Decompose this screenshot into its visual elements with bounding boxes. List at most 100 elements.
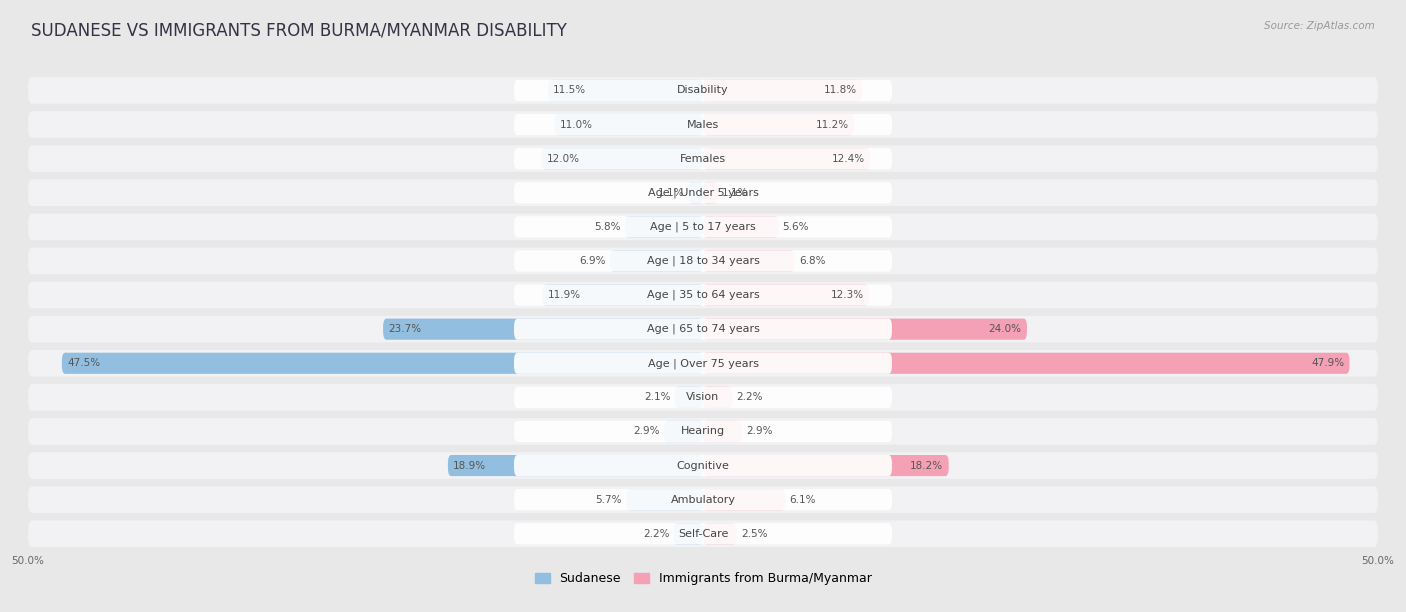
FancyBboxPatch shape — [28, 214, 1378, 240]
Text: 5.6%: 5.6% — [783, 222, 808, 232]
Text: Ambulatory: Ambulatory — [671, 494, 735, 505]
Text: 2.5%: 2.5% — [741, 529, 768, 539]
FancyBboxPatch shape — [688, 182, 703, 203]
FancyBboxPatch shape — [703, 353, 1350, 374]
FancyBboxPatch shape — [28, 350, 1378, 376]
Text: 2.2%: 2.2% — [643, 529, 669, 539]
FancyBboxPatch shape — [515, 216, 891, 237]
FancyBboxPatch shape — [624, 216, 703, 237]
FancyBboxPatch shape — [28, 77, 1378, 104]
FancyBboxPatch shape — [703, 114, 855, 135]
FancyBboxPatch shape — [703, 285, 869, 305]
Text: 1.1%: 1.1% — [721, 188, 748, 198]
Text: 5.8%: 5.8% — [595, 222, 620, 232]
FancyBboxPatch shape — [515, 285, 891, 305]
FancyBboxPatch shape — [673, 523, 703, 544]
FancyBboxPatch shape — [28, 248, 1378, 274]
FancyBboxPatch shape — [28, 487, 1378, 513]
Text: Age | Under 5 years: Age | Under 5 years — [648, 187, 758, 198]
FancyBboxPatch shape — [703, 216, 779, 237]
Text: Males: Males — [688, 119, 718, 130]
Text: 2.9%: 2.9% — [747, 427, 773, 436]
Legend: Sudanese, Immigrants from Burma/Myanmar: Sudanese, Immigrants from Burma/Myanmar — [534, 572, 872, 585]
Text: 12.4%: 12.4% — [832, 154, 865, 163]
Text: 5.7%: 5.7% — [596, 494, 621, 505]
FancyBboxPatch shape — [675, 387, 703, 408]
FancyBboxPatch shape — [449, 455, 703, 476]
Text: 6.9%: 6.9% — [579, 256, 606, 266]
FancyBboxPatch shape — [515, 421, 891, 442]
Text: SUDANESE VS IMMIGRANTS FROM BURMA/MYANMAR DISABILITY: SUDANESE VS IMMIGRANTS FROM BURMA/MYANMA… — [31, 21, 567, 39]
FancyBboxPatch shape — [515, 319, 891, 340]
FancyBboxPatch shape — [703, 421, 742, 442]
FancyBboxPatch shape — [703, 455, 949, 476]
FancyBboxPatch shape — [515, 489, 891, 510]
Text: 2.9%: 2.9% — [633, 427, 659, 436]
Text: 18.2%: 18.2% — [910, 461, 943, 471]
FancyBboxPatch shape — [382, 319, 703, 340]
Text: Age | 18 to 34 years: Age | 18 to 34 years — [647, 256, 759, 266]
Text: 47.9%: 47.9% — [1310, 358, 1344, 368]
Text: 1.1%: 1.1% — [658, 188, 685, 198]
FancyBboxPatch shape — [28, 111, 1378, 138]
FancyBboxPatch shape — [703, 148, 870, 170]
FancyBboxPatch shape — [664, 421, 703, 442]
FancyBboxPatch shape — [28, 179, 1378, 206]
FancyBboxPatch shape — [28, 452, 1378, 479]
Text: 18.9%: 18.9% — [453, 461, 486, 471]
FancyBboxPatch shape — [610, 250, 703, 272]
Text: 6.1%: 6.1% — [789, 494, 815, 505]
FancyBboxPatch shape — [62, 353, 703, 374]
FancyBboxPatch shape — [515, 182, 891, 203]
FancyBboxPatch shape — [515, 114, 891, 135]
FancyBboxPatch shape — [703, 80, 862, 101]
Text: 2.2%: 2.2% — [737, 392, 763, 402]
FancyBboxPatch shape — [515, 250, 891, 272]
FancyBboxPatch shape — [28, 384, 1378, 411]
FancyBboxPatch shape — [626, 489, 703, 510]
Text: 2.1%: 2.1% — [644, 392, 671, 402]
Text: Cognitive: Cognitive — [676, 461, 730, 471]
Text: Disability: Disability — [678, 86, 728, 95]
FancyBboxPatch shape — [515, 148, 891, 170]
Text: Vision: Vision — [686, 392, 720, 402]
FancyBboxPatch shape — [515, 523, 891, 544]
FancyBboxPatch shape — [28, 282, 1378, 308]
Text: Age | 35 to 64 years: Age | 35 to 64 years — [647, 290, 759, 300]
Text: Age | 65 to 74 years: Age | 65 to 74 years — [647, 324, 759, 334]
FancyBboxPatch shape — [515, 353, 891, 374]
FancyBboxPatch shape — [703, 523, 737, 544]
Text: Age | 5 to 17 years: Age | 5 to 17 years — [650, 222, 756, 232]
Text: 11.8%: 11.8% — [824, 86, 856, 95]
Text: 11.2%: 11.2% — [815, 119, 849, 130]
Text: 11.5%: 11.5% — [553, 86, 586, 95]
Text: 12.3%: 12.3% — [831, 290, 863, 300]
FancyBboxPatch shape — [515, 387, 891, 408]
FancyBboxPatch shape — [28, 520, 1378, 547]
FancyBboxPatch shape — [703, 319, 1026, 340]
Text: 23.7%: 23.7% — [388, 324, 422, 334]
Text: 11.0%: 11.0% — [560, 119, 593, 130]
FancyBboxPatch shape — [703, 182, 718, 203]
Text: 12.0%: 12.0% — [547, 154, 579, 163]
FancyBboxPatch shape — [703, 250, 794, 272]
FancyBboxPatch shape — [28, 146, 1378, 172]
FancyBboxPatch shape — [703, 489, 786, 510]
Text: Self-Care: Self-Care — [678, 529, 728, 539]
Text: 24.0%: 24.0% — [988, 324, 1022, 334]
FancyBboxPatch shape — [703, 387, 733, 408]
Text: 47.5%: 47.5% — [67, 358, 100, 368]
FancyBboxPatch shape — [515, 80, 891, 101]
Text: Source: ZipAtlas.com: Source: ZipAtlas.com — [1264, 21, 1375, 31]
FancyBboxPatch shape — [28, 418, 1378, 445]
FancyBboxPatch shape — [543, 285, 703, 305]
FancyBboxPatch shape — [548, 80, 703, 101]
FancyBboxPatch shape — [28, 316, 1378, 343]
FancyBboxPatch shape — [541, 148, 703, 170]
FancyBboxPatch shape — [515, 455, 891, 476]
Text: 6.8%: 6.8% — [799, 256, 825, 266]
FancyBboxPatch shape — [554, 114, 703, 135]
Text: 11.9%: 11.9% — [548, 290, 581, 300]
Text: Females: Females — [681, 154, 725, 163]
Text: Hearing: Hearing — [681, 427, 725, 436]
